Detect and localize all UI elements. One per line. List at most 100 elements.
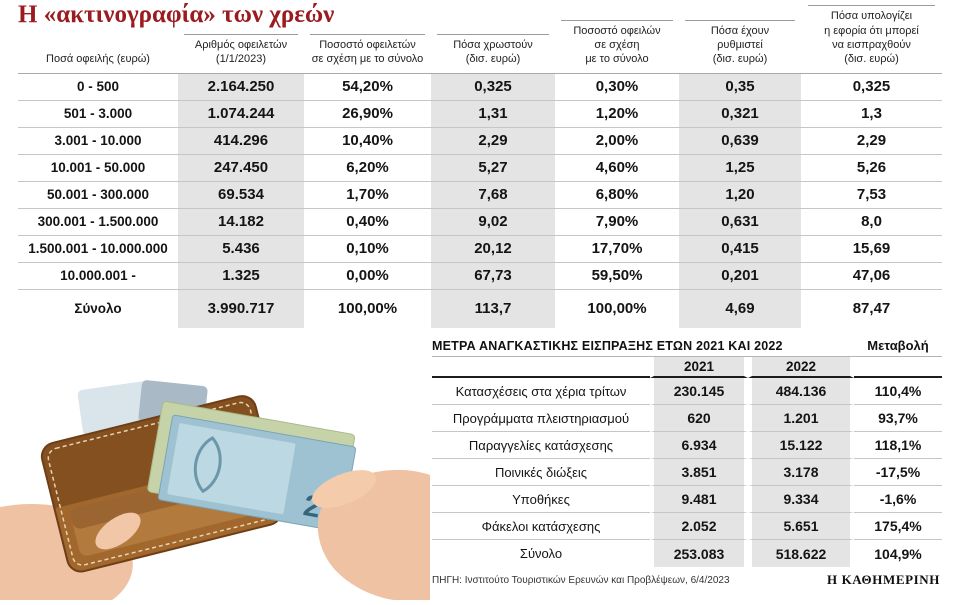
table-cell: 8,0 [801, 208, 942, 236]
left-thumb [95, 512, 141, 550]
debts-table-header: Ποσά οφειλής (ευρώ) Αριθμός οφειλετών (1… [18, 4, 942, 74]
change-column-header: Μεταβολή [867, 338, 929, 353]
table-cell: 10,40% [304, 127, 431, 155]
table-cell: -17,5% [854, 459, 942, 486]
table-cell: 87,47 [852, 300, 891, 318]
table-cell: 501 - 3.000 [18, 100, 178, 128]
table-cell: 1,3 [801, 100, 942, 128]
table-cell: 5.651 [748, 513, 854, 540]
source-note: ΠΗΓΗ: Ινστιτούτο Τουριστικών Ερευνών και… [432, 575, 730, 586]
table-header-row: Ποσά οφειλής (ευρώ) Αριθμός οφειλετών (1… [18, 4, 942, 74]
table-cell: Υποθήκες [432, 486, 650, 513]
table-cell: 100,00% [337, 300, 398, 318]
table-cell: 0,10% [304, 235, 431, 263]
table-cell: 230.145 [650, 378, 748, 405]
table-cell: 1,20 [679, 181, 801, 209]
measures-table-body: Κατασχέσεις στα χέρια τρίτων 230.145 484.1… [432, 378, 942, 567]
table-cell: 0 - 500 [18, 73, 178, 101]
table-row: Σύνολο 3.990.717 100,00% 113,7 100,00% 4,69 87… [18, 289, 942, 328]
table-cell: 9.481 [650, 486, 748, 513]
table-cell: 0,631 [679, 208, 801, 236]
year-2022-header: 2022 [748, 357, 854, 378]
table-cell: 518.622 [748, 540, 854, 567]
table-cell: 4,69 [679, 289, 801, 328]
page-title: Η «ακτινογραφία» των χρεών [18, 1, 335, 28]
table-row: Υποθήκες 9.481 9.334 -1,6% [432, 486, 942, 513]
table-cell: 0,201 [679, 262, 801, 290]
table-cell: 1,25 [679, 154, 801, 182]
table-cell: 47,06 [801, 262, 942, 290]
table-cell: 5.436 [178, 235, 304, 263]
table-row: Παραγγελίες κατάσχεσης 6.934 15.122 118,1% [432, 432, 942, 459]
table-cell: 4,60% [555, 154, 679, 182]
table-cell: 6,80% [555, 181, 679, 209]
column-header-debtors-pct: Ποσοστό οφειλετών σε σχέση με το σύνολο [304, 4, 431, 74]
table-cell: 1.201 [748, 405, 854, 432]
table-cell: 3.001 - 10.000 [18, 127, 178, 155]
measures-table: 2021 2022 Κατασχέσεις στα χέρια τρίτων 23… [432, 357, 942, 567]
euro-notes: 20 [147, 401, 357, 532]
column-header-debtors: Αριθμός οφειλετών (1/1/2023) [178, 4, 304, 74]
wallet-photo-illustration: 20 [0, 335, 430, 602]
table-cell: Φάκελοι κατάσχεσης [432, 513, 650, 540]
table-cell: 300.001 - 1.500.000 [18, 208, 178, 236]
table-cell: 26,90% [304, 100, 431, 128]
table-cell: 6.934 [650, 432, 748, 459]
enforcement-measures-section: ΜΕΤΡΑ ΑΝΑΓΚΑΣΤΙΚΗΣ ΕΙΣΠΡΑΞΗΣ ΕΤΩΝ 2021 Κ… [432, 338, 942, 567]
column-header-collectible: Πόσα υπολογίζει η εφορία ότι μπορεί να ε… [801, 4, 942, 74]
measures-table-header: 2021 2022 [432, 357, 942, 378]
table-cell: 0,325 [801, 73, 942, 101]
table-cell: 0,00% [304, 262, 431, 290]
change-header-spacer [854, 357, 942, 378]
table-row: 1.500.001 - 10.000.000 5.436 0,10% 20,12 17,… [18, 235, 942, 263]
table-cell: 15,69 [801, 235, 942, 263]
table-cell: Κατασχέσεις στα χέρια τρίτων [432, 378, 650, 405]
table-cell: 17,70% [555, 235, 679, 263]
table-cell: 7,90% [555, 208, 679, 236]
table-cell: 7,68 [431, 181, 555, 209]
table-row: Προγράμματα πλειστηριασμού 620 1.201 93,7% [432, 405, 942, 432]
table-cell: 2.052 [650, 513, 748, 540]
table-cell: 110,4% [854, 378, 942, 405]
table-cell: 2,00% [555, 127, 679, 155]
table-cell: 0,325 [431, 73, 555, 101]
table-cell: 1.500.001 - 10.000.000 [18, 235, 178, 263]
table-cell: 10.000.001 - [18, 262, 178, 290]
table-cell: 118,1% [854, 432, 942, 459]
table-cell: 15.122 [748, 432, 854, 459]
column-header-owed-pct: Ποσοστό οφειλών σε σχέση με το σύνολο [555, 4, 679, 74]
table-cell: 1.074.244 [178, 100, 304, 128]
table-cell: 113,7 [431, 289, 555, 328]
table-cell: 1,70% [304, 181, 431, 209]
table-header-row: 2021 2022 [432, 357, 942, 378]
empty-header-cell [432, 357, 650, 378]
table-cell: 10.001 - 50.000 [18, 154, 178, 182]
column-header-settled: Πόσα έχουν ρυθμιστεί (δισ. ευρώ) [679, 4, 801, 74]
table-cell: 1.325 [178, 262, 304, 290]
table-cell: 3.178 [748, 459, 854, 486]
table-cell: 1,31 [431, 100, 555, 128]
table-cell: Προγράμματα πλειστηριασμού [432, 405, 650, 432]
column-header-text: Ποσά οφειλής (ευρώ) [46, 53, 150, 66]
table-cell: 247.450 [178, 154, 304, 182]
column-header-text: Πόσα έχουν ρυθμιστεί (δισ. ευρώ) [685, 19, 795, 67]
measures-header: ΜΕΤΡΑ ΑΝΑΓΚΑΣΤΙΚΗΣ ΕΙΣΠΡΑΞΗΣ ΕΤΩΝ 2021 Κ… [432, 338, 942, 357]
table-cell: 50.001 - 300.000 [18, 181, 178, 209]
table-cell: 0,639 [679, 127, 801, 155]
table-cell: Σύνολο [74, 301, 122, 317]
column-header-text: Αριθμός οφειλετών (1/1/2023) [184, 33, 298, 67]
table-cell: 2.164.250 [178, 73, 304, 101]
table-cell: 9,02 [431, 208, 555, 236]
table-row: 501 - 3.000 1.074.244 26,90% 1,31 1,20% 0,321… [18, 100, 942, 128]
table-cell: -1,6% [854, 486, 942, 513]
note-arch-motif [193, 436, 222, 494]
table-row: 0 - 500 2.164.250 54,20% 0,325 0,30% 0,35 0,32… [18, 73, 942, 101]
column-header-text: Πόσα χρωστούν (δισ. ευρώ) [437, 33, 549, 67]
measures-title: ΜΕΤΡΑ ΑΝΑΓΚΑΣΤΙΚΗΣ ΕΙΣΠΡΑΞΗΣ ΕΤΩΝ 2021 Κ… [432, 339, 783, 353]
table-cell: 6,20% [304, 154, 431, 182]
table-cell: 93,7% [854, 405, 942, 432]
debts-table: Ποσά οφειλής (ευρώ) Αριθμός οφειλετών (1… [18, 4, 942, 328]
wallet-photo: 20 [0, 335, 430, 602]
table-cell: 3.851 [650, 459, 748, 486]
table-row: 50.001 - 300.000 69.534 1,70% 7,68 6,80% 1,20… [18, 181, 942, 209]
